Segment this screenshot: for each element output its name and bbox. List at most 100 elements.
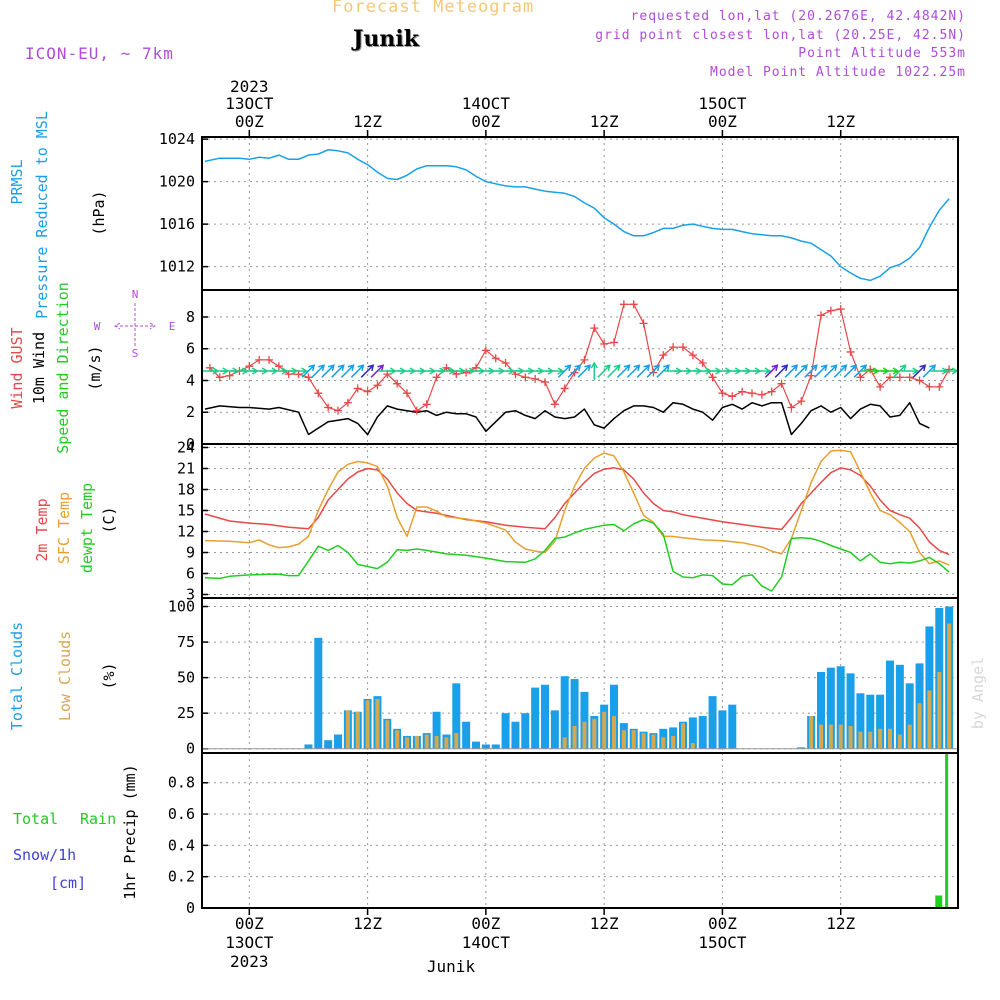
- y-tick-label: 100: [168, 598, 195, 616]
- total-cloud-bar: [541, 684, 550, 749]
- temp-2m-label: 2m Temp: [33, 498, 51, 561]
- wind-arrow-shape: [774, 364, 789, 378]
- low-cloud-bar: [355, 711, 360, 749]
- low-cloud-bar: [671, 735, 676, 749]
- wind-arrow: [567, 364, 582, 378]
- panel-grid-1: [202, 290, 958, 444]
- wind-arrow-shape: [590, 361, 598, 380]
- wind-arrow-shape: [833, 364, 848, 378]
- gust-marker: [826, 306, 835, 315]
- gust-marker: [698, 359, 707, 368]
- y-tick-label: 9: [186, 544, 195, 562]
- clouds-unit-label: (%): [100, 662, 118, 689]
- wind-arrow-shape: [853, 364, 868, 378]
- low-cloud-bar: [887, 728, 892, 749]
- y-tick-label: 0: [186, 899, 195, 917]
- gust-marker: [935, 382, 944, 391]
- y-tick-label: 3: [186, 586, 195, 604]
- top-time-label: 13OCT: [225, 94, 274, 113]
- wind-arrow: [880, 367, 900, 375]
- gust-marker: [550, 400, 559, 409]
- wind-arrow: [833, 364, 848, 378]
- total-cloud-bar: [826, 667, 835, 749]
- bottom-time-label: 15OCT: [698, 933, 747, 952]
- wind-arrow: [636, 364, 651, 378]
- y-tick-label: 0: [186, 740, 195, 758]
- compass-west: W: [94, 320, 101, 333]
- low-cloud-bar: [907, 724, 912, 749]
- total-cloud-bar: [314, 637, 323, 749]
- low-cloud-bar: [878, 728, 883, 749]
- total-cloud-bar: [472, 741, 481, 749]
- gust-marker: [669, 343, 678, 352]
- wind-arrow-shape: [557, 364, 572, 378]
- bottom-time-label: 00Z: [708, 914, 737, 933]
- total-cloud-bar: [866, 694, 875, 749]
- gust-marker: [807, 371, 816, 380]
- pressure-msl-label: Pressure Reduced to MSL: [33, 111, 51, 319]
- total-cloud-bar: [728, 704, 737, 749]
- point-altitude: Point Altitude 553m: [798, 46, 966, 61]
- wind-arrow-shape: [892, 364, 907, 378]
- y-tick-label: 1024: [159, 130, 195, 148]
- wind-arrow-shape: [794, 364, 808, 378]
- gust-marker: [521, 373, 530, 382]
- wind-arrow-shape: [567, 364, 582, 378]
- wind-arrow-shape: [636, 364, 651, 378]
- top-time-label: 00Z: [708, 112, 737, 131]
- total-cloud-bar: [876, 694, 885, 749]
- rain-bar: [945, 753, 949, 908]
- compass-rose: N S W E: [94, 288, 176, 360]
- total-cloud-bar: [501, 713, 510, 749]
- wind-gust-label: Wind GUST: [8, 327, 26, 408]
- top-time-label: 12Z: [826, 112, 855, 131]
- gust-marker: [895, 373, 904, 382]
- wind-arrow-shape: [843, 364, 858, 378]
- total-cloud-bar: [324, 740, 333, 749]
- total-cloud-bar: [688, 717, 697, 749]
- total-cloud-bar: [432, 711, 441, 749]
- wind-arrow-shape: [545, 367, 565, 375]
- y-tick-label: 6: [186, 565, 195, 583]
- gust-marker: [619, 300, 628, 309]
- wind-arrow: [774, 364, 789, 378]
- gust-marker: [738, 387, 747, 396]
- wind-arrow: [577, 364, 592, 378]
- low-cloud-bar: [612, 716, 617, 749]
- bottom-time-label: 12Z: [590, 914, 619, 933]
- wind-arrow: [922, 364, 937, 378]
- y-tick-label: 15: [177, 502, 195, 520]
- total-cloud-bar: [856, 693, 865, 749]
- wind-arrow-shape: [922, 364, 937, 378]
- wind-arrow: [794, 364, 808, 378]
- total-cloud-bar: [511, 721, 520, 749]
- gust-marker: [501, 359, 510, 368]
- gust-marker: [373, 381, 382, 390]
- total-cloud-bar: [481, 744, 490, 749]
- compass-south: S: [132, 347, 139, 360]
- model-altitude: Model Point Altitude 1022.25m: [710, 65, 966, 80]
- gust-marker: [866, 365, 875, 374]
- bottom-time-label: 12Z: [826, 914, 855, 933]
- wind-arrow-shape: [360, 364, 375, 378]
- bottom-time-label: 13OCT: [225, 933, 274, 952]
- prmsl-label: PRMSL: [8, 159, 26, 204]
- wind-arrow-shape: [626, 364, 641, 378]
- low-cloud-bar: [848, 725, 853, 749]
- low-cloud-bar: [858, 731, 863, 749]
- y-tick-label: 0.4: [168, 836, 195, 854]
- top-time-label: 12Z: [353, 112, 382, 131]
- gust-marker: [560, 384, 569, 393]
- total-cloud-bar: [570, 679, 579, 749]
- low-cloud-bar: [582, 721, 587, 749]
- wind-arrow: [764, 364, 779, 378]
- rain-label: Rain: [80, 810, 116, 828]
- y-tick-label: 75: [177, 633, 195, 651]
- gust-marker: [718, 389, 727, 398]
- gust-marker: [679, 343, 688, 352]
- y-tick-label: 6: [186, 340, 195, 358]
- total-cloud-bar: [521, 713, 530, 749]
- gust-marker: [225, 371, 234, 380]
- low-cloud-bar: [838, 724, 843, 749]
- low-clouds-label: Low Clouds: [56, 631, 74, 721]
